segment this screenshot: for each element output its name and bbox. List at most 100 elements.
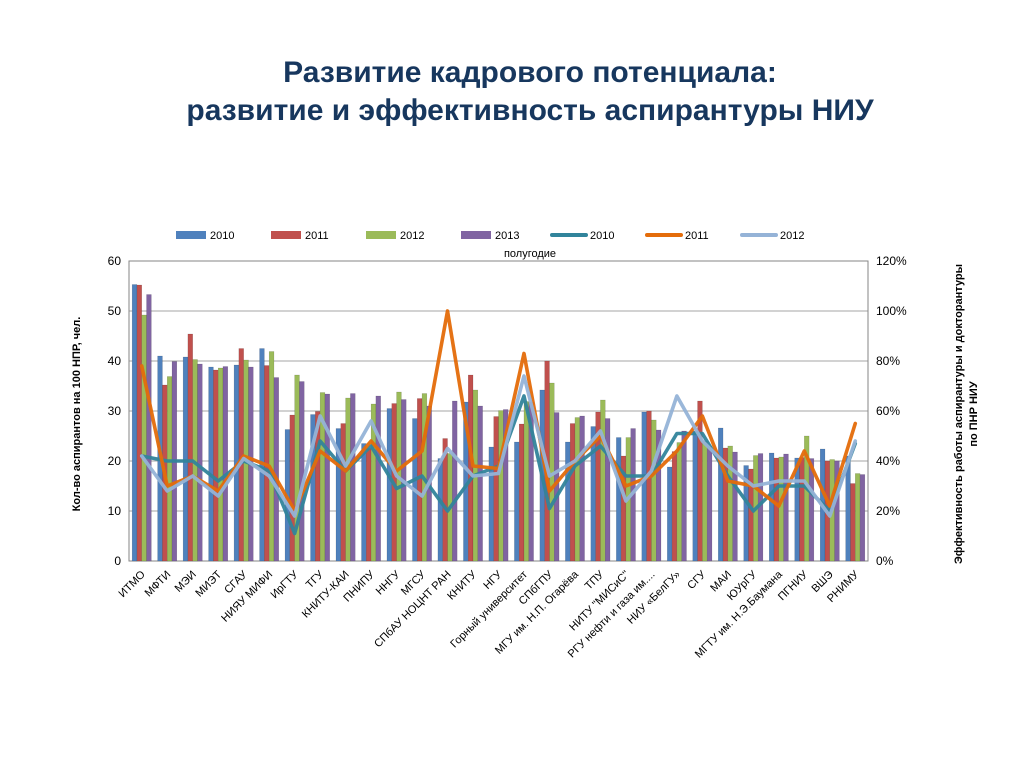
x-tick-label: КНИТУ <box>445 568 480 603</box>
bar-2010 <box>437 458 443 562</box>
bar-2012 <box>855 473 861 562</box>
bar-2013 <box>350 393 356 562</box>
bar-2011 <box>340 423 346 562</box>
bar-2013 <box>146 294 152 562</box>
y2-axis-title-line1: Эффективность работы аспирантуры и докто… <box>953 264 965 564</box>
bar-2010 <box>641 411 647 562</box>
legend-label: 2010 <box>590 230 614 242</box>
bar-2010 <box>514 441 520 562</box>
bar-2010 <box>743 465 749 562</box>
bar-2013 <box>783 453 789 562</box>
bar-2012 <box>523 401 529 562</box>
bar-2012 <box>167 376 173 562</box>
bar-2010 <box>565 441 571 562</box>
bar-2013 <box>656 429 662 562</box>
y-tick-label: 30 <box>108 404 122 418</box>
y-tick-label: 60 <box>108 254 122 268</box>
bar-2013 <box>859 474 866 562</box>
legend-swatch-bar <box>366 231 396 239</box>
bar-2010 <box>667 466 673 562</box>
y-tick-label: 50 <box>108 304 122 318</box>
bar-2013 <box>375 395 381 562</box>
x-tick-label: МИЭТ <box>193 568 224 599</box>
y2-tick-label: 80% <box>876 354 900 368</box>
bar-2010 <box>361 443 367 562</box>
bar-2013 <box>452 400 458 562</box>
bar-2013 <box>834 460 840 562</box>
bar-2012 <box>319 392 326 562</box>
bar-2010 <box>718 427 724 562</box>
bar-2010 <box>692 430 698 562</box>
bar-2013 <box>273 377 279 562</box>
legend-label: 2012 <box>400 230 424 242</box>
bar-2012 <box>651 419 657 562</box>
bar-2012 <box>370 403 377 562</box>
x-tick-label: ИрГТУ <box>268 568 301 601</box>
slide-title-line2: развитие и эффективность аспирантуры НИУ <box>186 94 874 127</box>
bar-2011 <box>569 423 576 562</box>
bar-2011 <box>289 414 295 562</box>
bar-2011 <box>518 423 525 562</box>
y2-tick-label: 20% <box>876 504 900 518</box>
bar-2010 <box>488 446 494 562</box>
y2-tick-label: 120% <box>876 254 907 268</box>
x-tick-label: МФТИ <box>143 569 174 600</box>
slide-title: Развитие кадрового потенциала: развитие … <box>0 54 1024 130</box>
bar-2010 <box>131 284 138 562</box>
y-tick-label: 40 <box>108 354 122 368</box>
bar-2013 <box>503 409 509 562</box>
bar-2011 <box>366 448 372 562</box>
bar-2010 <box>386 408 392 562</box>
bar-2013 <box>706 446 713 562</box>
chart-subtitle: полугодие <box>504 248 556 260</box>
bar-2011 <box>213 369 219 562</box>
bar-2013 <box>579 415 585 562</box>
bar-2012 <box>574 417 580 562</box>
bar-2013 <box>222 366 228 562</box>
x-tick-label: СГУ <box>685 568 709 592</box>
bar-2011 <box>773 457 780 562</box>
bar-2011 <box>493 416 499 562</box>
bar-2013 <box>299 381 305 562</box>
bar-2011 <box>646 410 652 562</box>
bar-2012 <box>268 351 275 562</box>
bar-2013 <box>477 405 483 562</box>
slide-title-line1: Развитие кадрового потенциала: <box>283 56 777 89</box>
bar-2010 <box>616 437 622 562</box>
bar-2013 <box>732 451 738 562</box>
bar-2011 <box>799 457 805 562</box>
bar-2010 <box>310 414 316 562</box>
y2-axis-title-line2: по ПНР НИУ <box>968 381 980 447</box>
legend-label: 2011 <box>305 230 329 242</box>
y2-tick-label: 100% <box>876 304 907 318</box>
x-tick-label: ИТМО <box>116 568 148 600</box>
line-series-2012 <box>139 374 858 518</box>
y-tick-label: 0 <box>114 554 121 568</box>
bar-2013 <box>197 363 203 562</box>
bar-2012 <box>804 435 810 562</box>
y-axis-title: Кол-во аспирантов на 100 НПР, чел. <box>71 317 83 512</box>
bar-2010 <box>769 452 775 562</box>
legend-label: 2012 <box>780 230 804 242</box>
bar-2010 <box>182 356 189 562</box>
bar-2012 <box>702 440 708 562</box>
bar-2012 <box>141 314 147 562</box>
y-tick-label: 20 <box>108 454 122 468</box>
bar-2011 <box>468 374 474 562</box>
y-tick-label: 10 <box>108 504 122 518</box>
bar-2011 <box>722 447 729 562</box>
bar-2012 <box>676 442 682 562</box>
bar-2011 <box>697 400 703 562</box>
bar-2011 <box>136 284 142 562</box>
x-tick-label: ННГУ <box>374 568 404 598</box>
bar-2013 <box>605 418 611 562</box>
bar-2013 <box>808 458 815 562</box>
bar-2010 <box>259 348 265 562</box>
bar-2012 <box>345 397 351 562</box>
bar-2011 <box>671 451 678 562</box>
bar-2013 <box>681 430 687 562</box>
bar-2011 <box>850 483 856 562</box>
bar-2012 <box>727 445 733 562</box>
bar-2012 <box>498 410 504 562</box>
